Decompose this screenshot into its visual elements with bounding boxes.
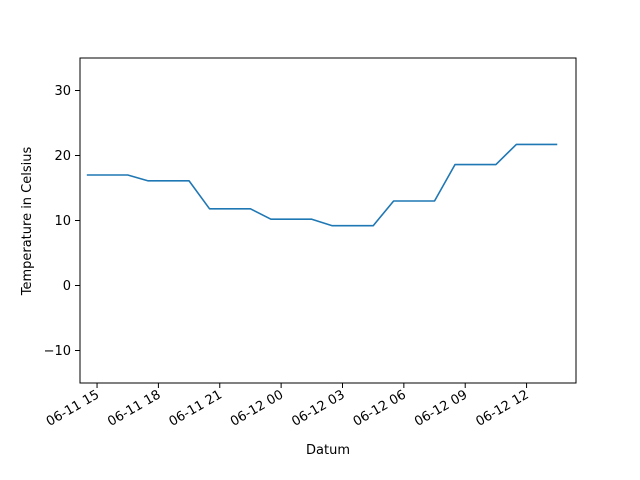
series-line (86, 143, 558, 227)
y-axis: −10 0 10 20 30 (44, 84, 80, 359)
y-axis-label: Temperature in Celsius (20, 147, 35, 297)
y-tick-label: −10 (44, 344, 71, 359)
x-axis-label: Datum (306, 443, 350, 458)
y-tick-label: 30 (54, 84, 71, 99)
plot-frame (79, 57, 577, 384)
y-tick-label: 10 (54, 214, 71, 229)
y-tick-label: 0 (63, 279, 71, 294)
plot-area (86, 143, 558, 227)
y-tick-label: 20 (54, 149, 71, 164)
